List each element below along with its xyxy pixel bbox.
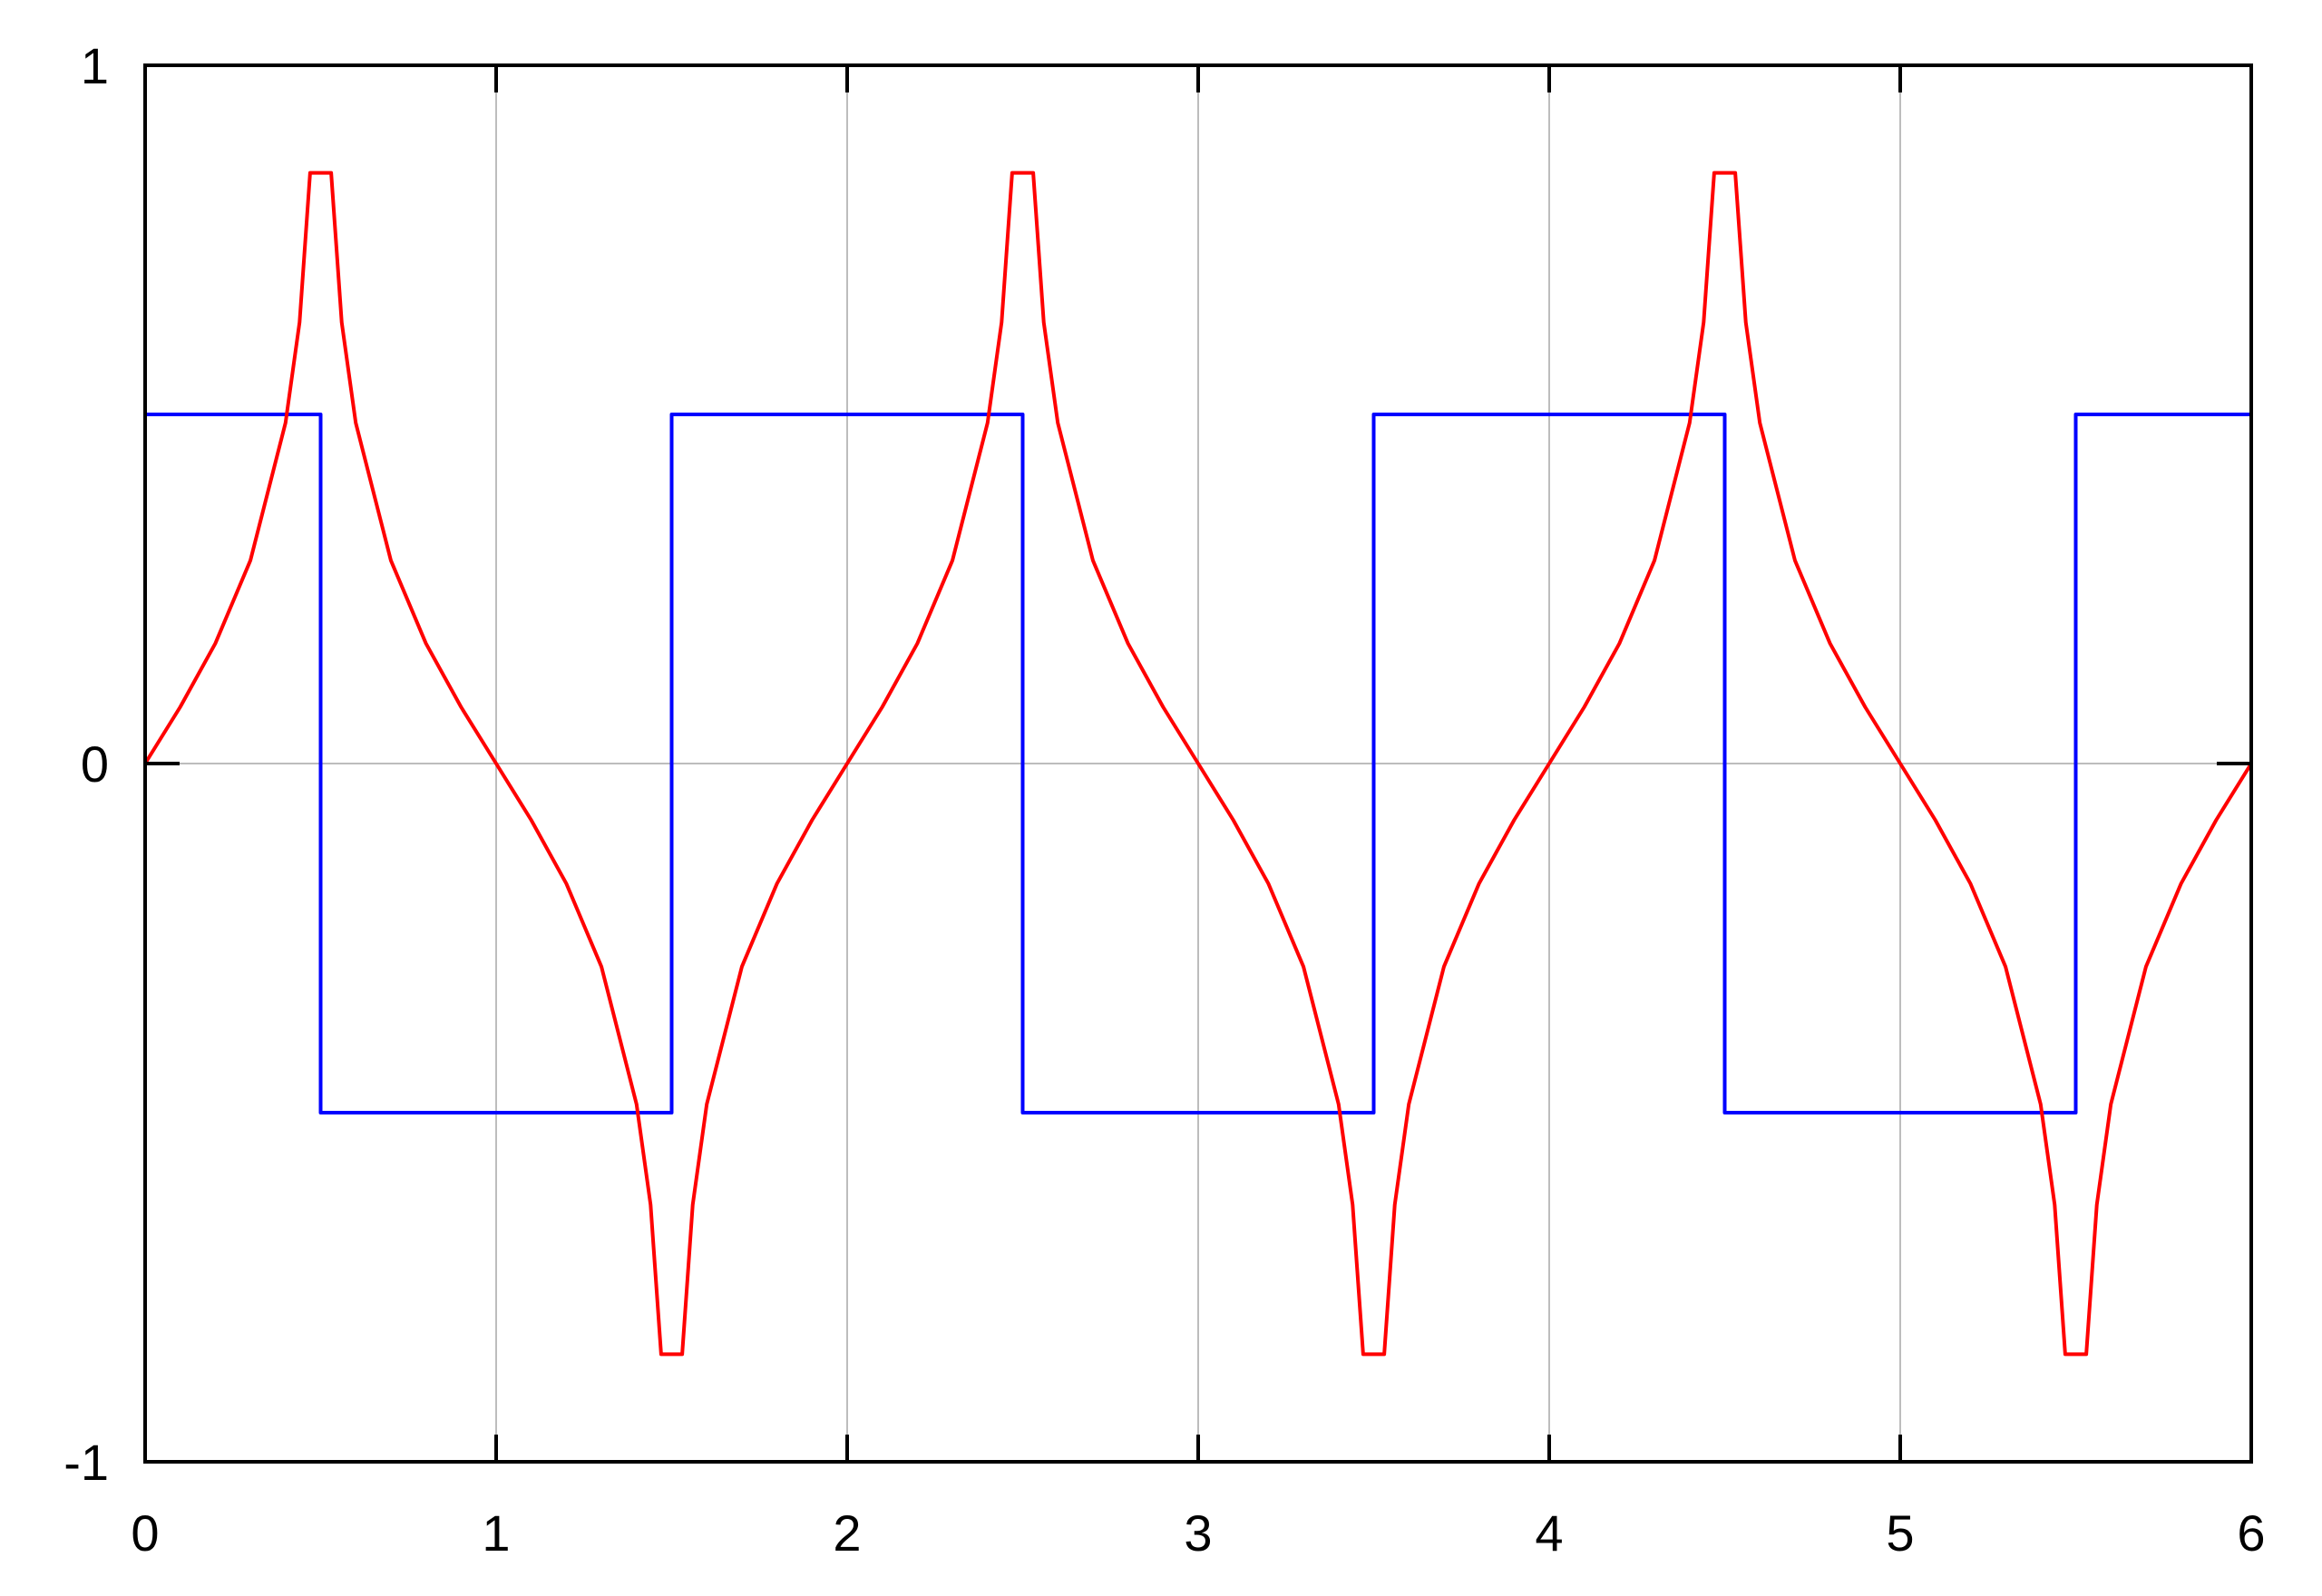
series-line-2 — [145, 170, 2251, 1357]
y-tick-label: -1 — [63, 1434, 109, 1491]
x-tick-label: 2 — [833, 1504, 861, 1562]
y-tick-label: 0 — [81, 735, 109, 793]
tick-labels: 0 1 2 3 4 5 6 -1 0 1 — [63, 37, 2265, 1562]
axes — [143, 63, 2253, 1464]
y-tick-label: 1 — [81, 37, 109, 94]
x-tick-label: 6 — [2237, 1504, 2265, 1562]
x-tick-label: 4 — [1535, 1504, 1563, 1562]
x-tick-label: 3 — [1184, 1504, 1212, 1562]
x-tick-label: 1 — [482, 1504, 510, 1562]
series-line-1 — [145, 413, 2251, 1114]
x-tick-label: 5 — [1886, 1504, 1914, 1562]
series-lines — [145, 170, 2251, 1357]
x-tick-label: 0 — [131, 1504, 159, 1562]
